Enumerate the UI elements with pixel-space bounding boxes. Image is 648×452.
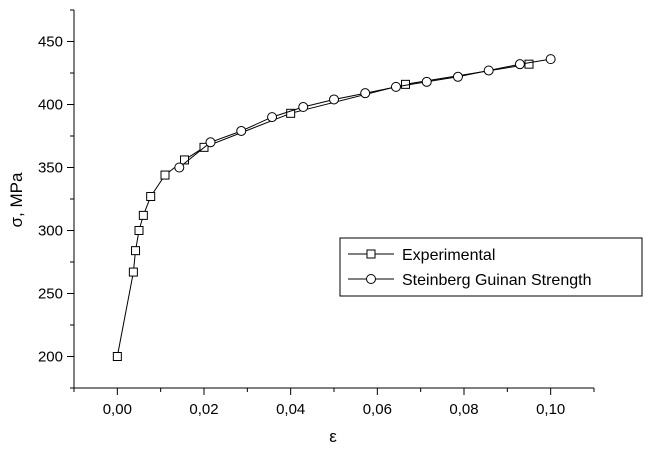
x-tick-label: 0,00 <box>103 401 132 418</box>
data-point <box>483 65 494 76</box>
y-tick-label: 200 <box>38 349 63 366</box>
series-experimental <box>112 59 534 361</box>
legend-marker-square <box>366 249 376 259</box>
series-line <box>116 63 530 357</box>
x-tick-label: 0,02 <box>189 401 218 418</box>
data-point <box>452 71 463 82</box>
y-tick-label: 350 <box>38 160 63 177</box>
data-point <box>390 81 401 92</box>
data-point <box>128 267 138 277</box>
data-point <box>267 112 278 123</box>
data-point <box>298 102 309 113</box>
data-point <box>160 170 170 180</box>
x-tick-label: 0,10 <box>536 401 565 418</box>
y-tick-label: 300 <box>38 223 63 240</box>
data-point <box>401 79 410 89</box>
data-point <box>146 191 156 201</box>
series-steinberg-guinan <box>174 54 556 173</box>
legend: Experimental Steinberg Guinan Strength <box>339 237 643 297</box>
data-point <box>205 137 216 148</box>
data-point <box>421 76 432 87</box>
data-point <box>138 210 148 220</box>
data-point <box>131 246 141 256</box>
x-tick-label: 0,04 <box>276 401 305 418</box>
y-tick-label: 250 <box>38 286 63 303</box>
data-point <box>524 59 534 69</box>
legend-marker-circle <box>366 274 376 284</box>
x-tick-label: 0,06 <box>363 401 392 418</box>
data-point <box>514 59 525 70</box>
legend-box <box>339 237 643 297</box>
data-point <box>286 108 296 118</box>
x-axis-title: ε <box>329 427 337 446</box>
y-axis-title: σ, MPa <box>7 172 26 227</box>
data-point <box>236 125 247 136</box>
series-layer <box>112 54 556 361</box>
y-tick-label: 450 <box>38 34 63 51</box>
y-tick-label: 400 <box>38 97 63 114</box>
series-line <box>178 58 551 168</box>
data-point <box>360 88 371 99</box>
data-point <box>174 162 185 173</box>
x-tick-label: 0,08 <box>449 401 478 418</box>
data-point <box>112 352 122 361</box>
axes: 0,00 0,02 0,04 0,06 0,08 0,10 200 250 300 350 400 4… <box>38 9 595 418</box>
legend-label: Steinberg Guinan Strength <box>402 272 591 289</box>
data-point <box>545 54 556 65</box>
data-point <box>134 226 144 235</box>
legend-label: Experimental <box>402 247 495 264</box>
data-point <box>329 94 339 105</box>
